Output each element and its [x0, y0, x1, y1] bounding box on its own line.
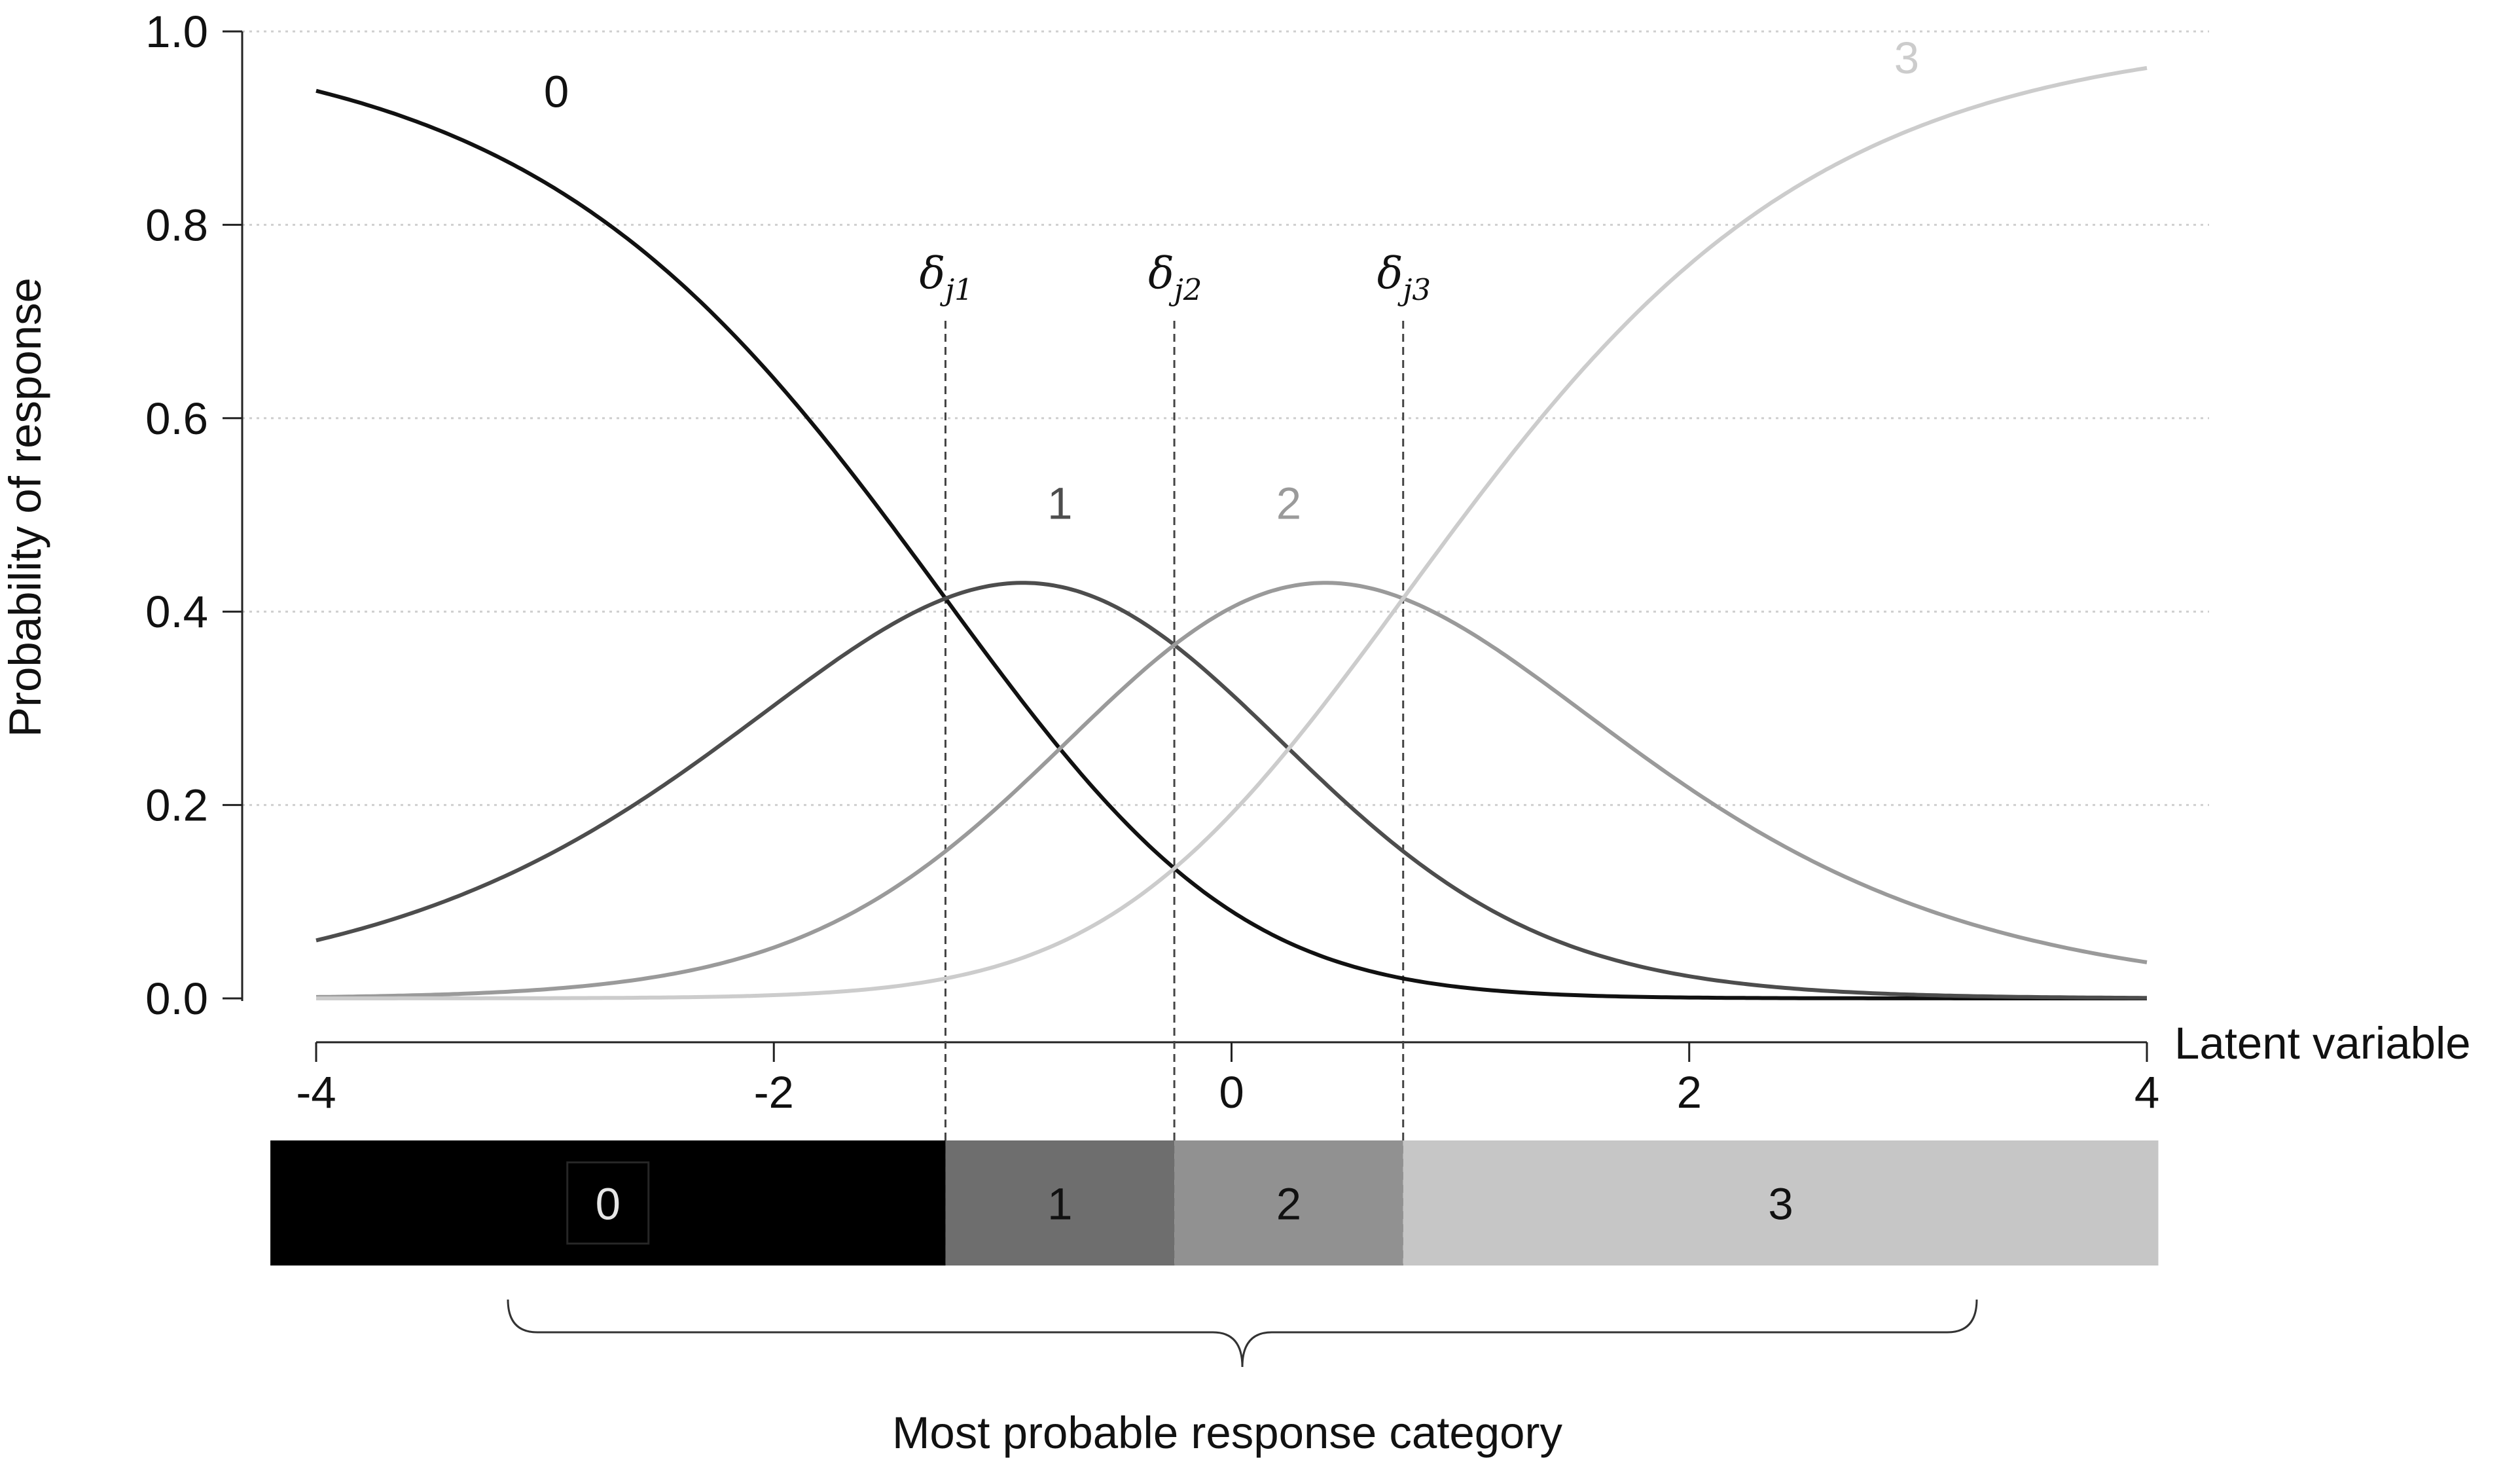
series-line-2 — [315, 581, 2148, 999]
category-bar-caption: Most probable response category — [892, 1408, 1563, 1458]
y-tick-label: 1.0 — [145, 7, 208, 57]
category-segment-label: 2 — [1276, 1179, 1301, 1229]
category-segment-2 — [1174, 1140, 1403, 1266]
category-segment-label: 0 — [596, 1179, 621, 1229]
x-tick-label: 4 — [2134, 1067, 2159, 1118]
x-axis-title: Latent variable — [2174, 1018, 2471, 1068]
threshold-lines: δj1 δj2 δj3 — [919, 248, 1431, 1266]
series-label-3: 3 — [1894, 33, 1919, 83]
y-tick-label: 0.6 — [145, 393, 208, 444]
brace-shape — [507, 1299, 1978, 1368]
series-line-1 — [315, 581, 2147, 1000]
category-segment-3 — [1403, 1140, 2159, 1266]
category-bar: 0 1 2 3 — [270, 1140, 2159, 1266]
x-tick-label: 2 — [1677, 1067, 1702, 1118]
series-label-2: 2 — [1276, 479, 1301, 529]
threshold-label: δj3 — [1377, 248, 1431, 307]
y-axis: 0.0 0.2 0.4 0.6 0.8 1.0 — [145, 7, 243, 1024]
y-tick-label: 0.8 — [145, 200, 208, 250]
series-label-0: 0 — [544, 67, 569, 117]
y-tick-label: 0.2 — [145, 780, 208, 831]
category-segment-label: 1 — [1047, 1179, 1072, 1229]
threshold-label: δj1 — [919, 248, 973, 307]
x-axis: -4 -2 0 2 4 — [296, 1041, 2159, 1118]
y-tick-label: 0.4 — [145, 587, 208, 637]
y-tick-label: 0.0 — [145, 974, 208, 1024]
category-segment-1 — [945, 1140, 1175, 1266]
x-tick-label: -4 — [296, 1067, 336, 1118]
category-segment-label: 3 — [1768, 1179, 1793, 1229]
category-curves: 0 1 2 3 — [315, 33, 2148, 1000]
category-label-box — [566, 1161, 650, 1245]
x-tick-label: -2 — [754, 1067, 794, 1118]
series-label-1: 1 — [1047, 479, 1072, 529]
series-line-3 — [316, 65, 2148, 1000]
x-tick-label: 0 — [1219, 1067, 1244, 1118]
series-line-0 — [315, 88, 2147, 1000]
threshold-label: δj2 — [1148, 248, 1202, 307]
category-brace — [507, 1299, 1978, 1368]
y-axis-title: Probability of response — [0, 278, 50, 737]
